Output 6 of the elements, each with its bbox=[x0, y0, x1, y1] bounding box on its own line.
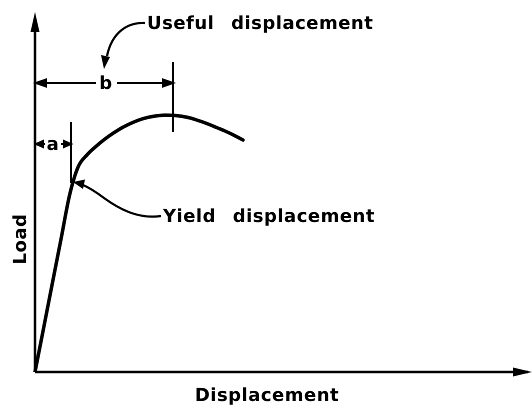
y-axis-title: Load bbox=[10, 214, 31, 264]
annotation: Yield displacement bbox=[162, 206, 375, 227]
x-axis-title: Displacement bbox=[194, 385, 340, 406]
text: Useful displacement bbox=[147, 13, 374, 34]
text: b bbox=[99, 73, 113, 94]
annotation: a bbox=[46, 134, 60, 155]
